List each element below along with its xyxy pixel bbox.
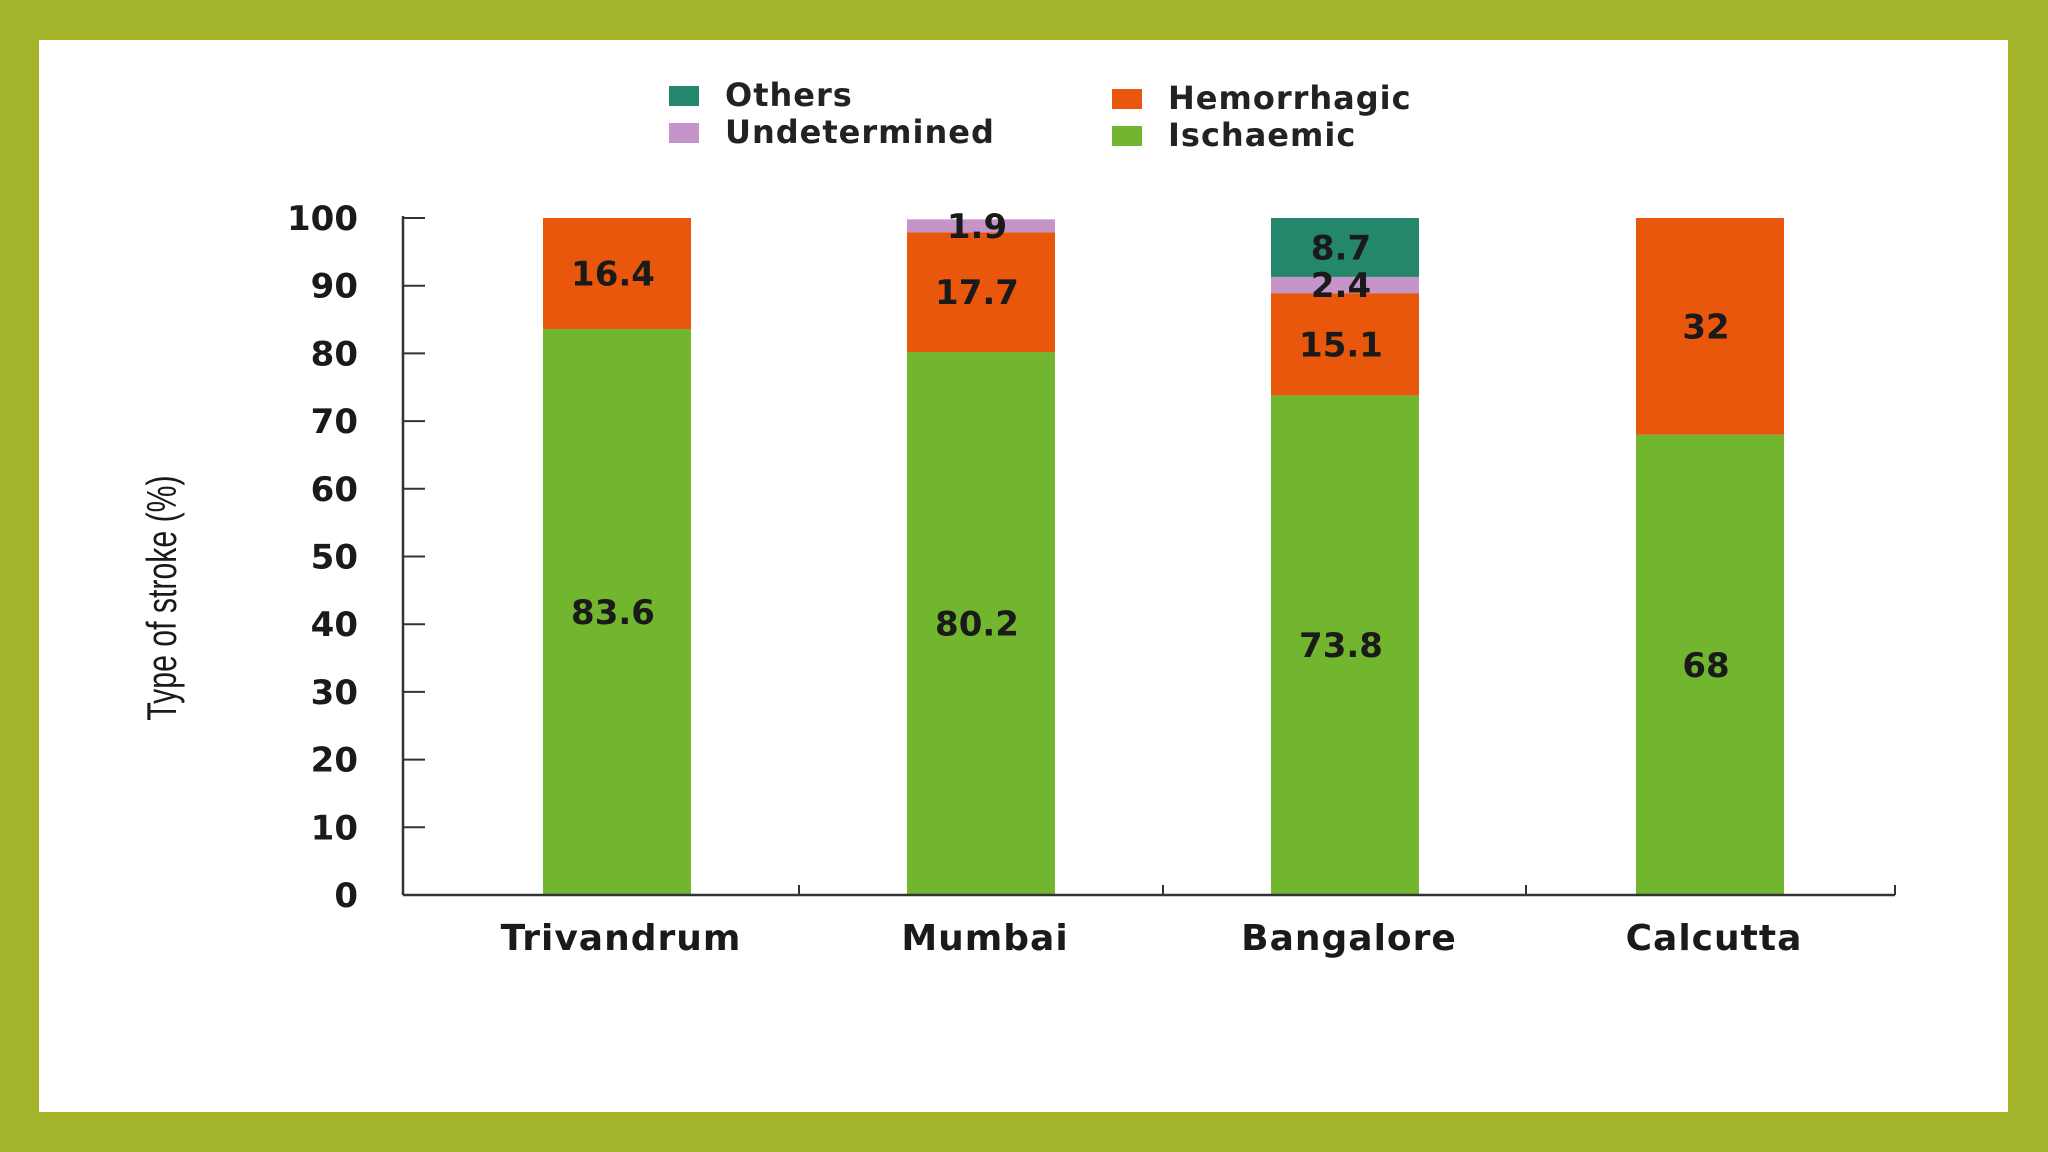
- data-label-bangalore-ischaemic: 73.8: [1299, 626, 1383, 666]
- data-labels: 83.6 16.4 80.2 17.7 1.9 73.8 15.1 2.48.7 68 32: [571, 207, 1730, 686]
- bar-trivandrum-hemorrhagic: [543, 218, 691, 330]
- y-tick-label-10: 10: [311, 808, 358, 848]
- bar-bangalore-hemorrhagic: [1271, 293, 1419, 396]
- y-tick-label-90: 90: [311, 267, 358, 307]
- slide: Others Hemorrhagic Undetermined Ischaemic 0…: [39, 40, 2008, 1112]
- y-tick-label-70: 70: [311, 402, 358, 442]
- bar-mumbai-undetermined: [907, 219, 1055, 233]
- x-tick-label-trivandrum: Trivandrum: [501, 918, 742, 959]
- y-tick-label-60: 60: [311, 470, 358, 510]
- legend-label-hemorrhagic: Hemorrhagic: [1168, 79, 1412, 117]
- legend-swatch-undetermined: [669, 123, 699, 143]
- bar-mumbai-hemorrhagic: [907, 232, 1055, 353]
- bar-calcutta-hemorrhagic: [1636, 218, 1784, 435]
- data-label-mumbai-ischaemic: 80.2: [935, 605, 1019, 645]
- bars: [543, 218, 1784, 895]
- y-tick-label-80: 80: [311, 334, 358, 374]
- x-tick-label-mumbai: Mumbai: [901, 918, 1068, 959]
- data-label-calcutta-ischaemic: 68: [1682, 646, 1729, 686]
- y-tick-label-50: 50: [311, 538, 358, 578]
- data-label-bangalore-undetermined: 2.4: [1311, 266, 1371, 306]
- y-tick-label-100: 100: [287, 199, 358, 239]
- legend-label-others: Others: [725, 76, 853, 114]
- bar-bangalore-ischaemic: [1271, 395, 1419, 895]
- data-label-calcutta-hemorrhagic: 32: [1682, 307, 1729, 347]
- bar-calcutta-ischaemic: [1636, 434, 1784, 895]
- x-tick-label-calcutta: Calcutta: [1626, 918, 1803, 959]
- data-label-trivandrum-ischaemic: 83.6: [571, 593, 655, 633]
- legend-swatch-ischaemic: [1112, 126, 1142, 146]
- bar-bangalore-undetermined: [1271, 276, 1419, 294]
- data-label-bangalore-others: 8.7: [1311, 228, 1371, 268]
- x-tick-label-bangalore: Bangalore: [1241, 918, 1457, 959]
- legend-swatch-hemorrhagic: [1112, 89, 1142, 109]
- y-tick-label-20: 20: [311, 741, 358, 781]
- y-tick-label-40: 40: [311, 605, 358, 645]
- legend-swatch-others: [669, 86, 699, 106]
- y-tick-label-30: 30: [311, 673, 358, 713]
- bar-mumbai-ischaemic: [907, 352, 1055, 895]
- data-label-bangalore-hemorrhagic: 15.1: [1299, 325, 1383, 365]
- legend-label-undetermined: Undetermined: [725, 113, 995, 151]
- axes: 0 10 20 30 40 50 60 70 80 90 100 Trivandrum Mumbai Ba…: [287, 199, 1896, 959]
- legend: Others Hemorrhagic Undetermined Ischaemic: [669, 76, 1412, 154]
- data-label-trivandrum-hemorrhagic: 16.4: [571, 255, 655, 295]
- stacked-bar-chart: Others Hemorrhagic Undetermined Ischaemic 0…: [138, 76, 1896, 959]
- data-label-mumbai-undetermined: 1.9: [947, 207, 1007, 247]
- data-label-mumbai-hemorrhagic: 17.7: [935, 273, 1019, 313]
- y-axis-title: Type of stroke (%): [138, 475, 185, 720]
- legend-label-ischaemic: Ischaemic: [1168, 116, 1356, 154]
- y-tick-label-0: 0: [334, 876, 358, 916]
- bar-trivandrum-ischaemic: [543, 329, 691, 895]
- bar-bangalore-others: [1271, 218, 1419, 277]
